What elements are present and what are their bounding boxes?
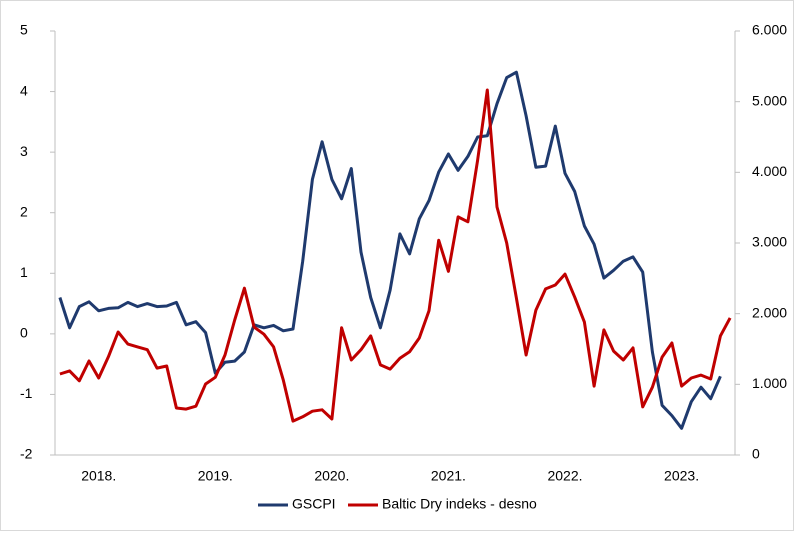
y-tick-label: 0	[20, 325, 28, 341]
x-tick-label: 2018.	[81, 468, 116, 484]
y2-tick-label: 2.000	[752, 304, 787, 320]
y2-tick-label: 3.000	[752, 234, 787, 250]
y2-tick-label: 1.000	[752, 375, 787, 391]
y2-tick-label: 5.000	[752, 92, 787, 108]
y2-tick-label: 0	[752, 446, 760, 462]
y-tick-label: -1	[20, 385, 33, 401]
x-tick-label: 2020.	[314, 468, 349, 484]
y-tick-label: 5	[20, 22, 28, 38]
legend-label: Baltic Dry indeks - desno	[382, 496, 537, 512]
y2-tick-label: 6.000	[752, 22, 787, 38]
legend-label: GSCPI	[292, 496, 336, 512]
x-tick-label: 2022.	[547, 468, 582, 484]
series-line	[59, 88, 732, 423]
y-tick-label: 3	[20, 143, 28, 159]
x-tick-label: 2023.	[664, 468, 699, 484]
y-tick-label: 1	[20, 264, 28, 280]
x-tick-label: 2019.	[198, 468, 233, 484]
y-tick-label: 2	[20, 203, 28, 219]
y2-tick-label: 4.000	[752, 163, 787, 179]
y-tick-label: 4	[20, 82, 28, 98]
series-line	[58, 70, 722, 430]
x-tick-label: 2021.	[431, 468, 466, 484]
y-tick-label: -2	[20, 446, 33, 462]
